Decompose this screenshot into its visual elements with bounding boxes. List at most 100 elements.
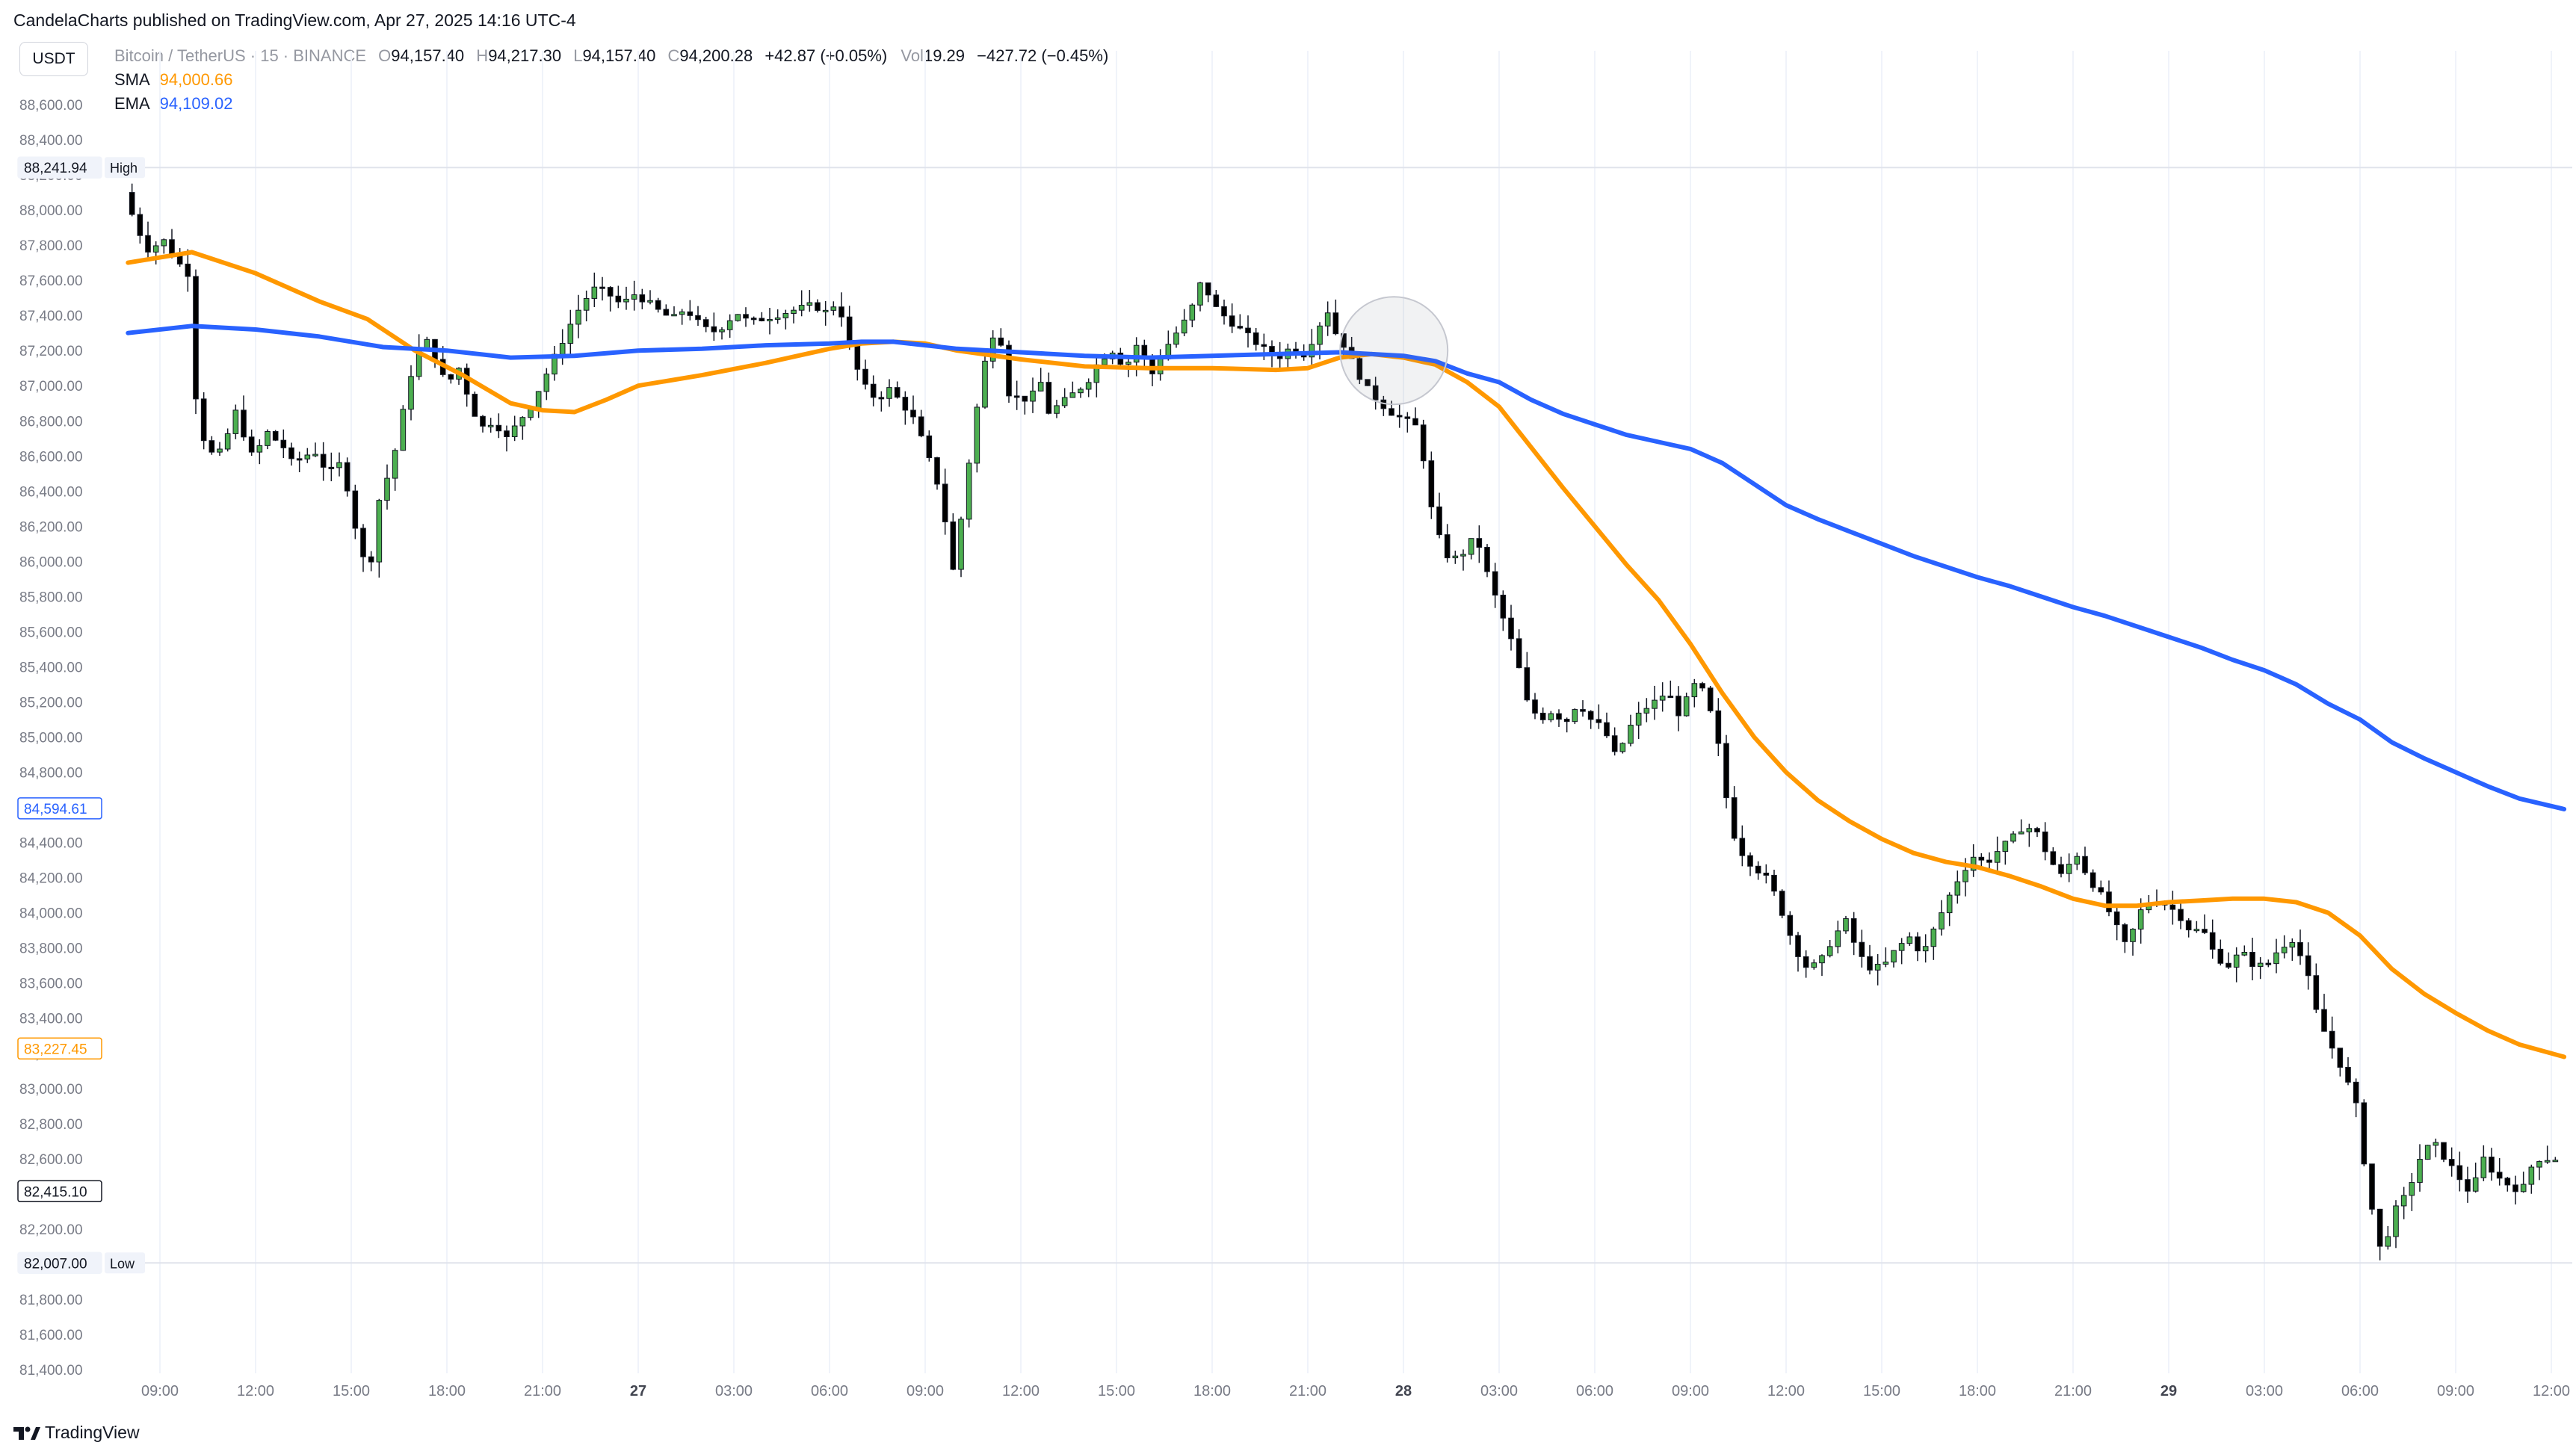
- candle-up: [1835, 930, 1841, 947]
- candle-up: [2137, 909, 2144, 930]
- y-tick-label: 83,800.00: [19, 941, 83, 957]
- legend-c-label: C: [667, 46, 680, 65]
- candle-up: [2018, 831, 2024, 835]
- candle-up: [1572, 709, 1578, 723]
- candle-down: [1516, 638, 1522, 669]
- candle-down: [2098, 887, 2104, 893]
- candle-up: [575, 309, 581, 325]
- candle-down: [1978, 856, 1985, 861]
- y-tick-label: 86,000.00: [19, 554, 83, 570]
- y-tick-label: 82,600.00: [19, 1152, 83, 1168]
- candle-down: [1237, 326, 1244, 329]
- x-tick-label: 09:00: [1672, 1383, 1709, 1399]
- candle-down: [2376, 1208, 2383, 1247]
- x-tick-label: 15:00: [333, 1383, 370, 1399]
- candle-down: [2113, 911, 2120, 926]
- candle-up: [1197, 282, 1203, 306]
- candle-down: [607, 287, 614, 297]
- candle-down: [472, 394, 478, 417]
- candle-down: [1532, 699, 1538, 714]
- candle-up: [726, 320, 733, 330]
- y-tick-label: 81,600.00: [19, 1328, 83, 1343]
- x-tick-label: 09:00: [141, 1383, 179, 1399]
- candle-down: [320, 454, 327, 468]
- candle-down: [1006, 344, 1012, 397]
- candle-down: [1795, 935, 1801, 957]
- candle-down: [296, 458, 303, 461]
- candle-down: [2209, 932, 2216, 950]
- candle-up: [1309, 344, 1315, 358]
- candle-down: [463, 368, 470, 395]
- candle-down: [504, 430, 510, 438]
- y-tick-label: 85,800.00: [19, 590, 83, 605]
- candle-down: [1556, 713, 1562, 720]
- y-tick-label: 82,200.00: [19, 1222, 83, 1238]
- candle-up: [1954, 881, 1961, 896]
- candle-up: [966, 463, 972, 520]
- candle-down: [1396, 415, 1403, 418]
- candle-down: [193, 276, 199, 400]
- y-tick-label: 81,800.00: [19, 1293, 83, 1308]
- sma-label: SMA: [114, 70, 149, 89]
- x-tick-label: 21:00: [1289, 1383, 1326, 1399]
- candle-down: [1045, 382, 1052, 414]
- candle-up: [1460, 554, 1466, 557]
- candle-up: [1946, 894, 1953, 914]
- x-tick-label: 03:00: [1480, 1383, 1518, 1399]
- candle-up: [1882, 962, 1889, 965]
- candle-up: [312, 454, 318, 457]
- x-tick-label: 09:00: [906, 1383, 944, 1399]
- candle-down: [1022, 395, 1028, 402]
- candle-up: [1468, 538, 1474, 555]
- x-tick-label: 09:00: [2437, 1383, 2474, 1399]
- symbol-button[interactable]: USDT: [19, 42, 88, 76]
- candle-up: [791, 309, 797, 315]
- candle-down: [1508, 617, 1514, 640]
- candle-up: [1030, 390, 1036, 402]
- y-tick-label: 86,400.00: [19, 484, 83, 500]
- sma-line: [126, 250, 2567, 1059]
- x-tick-label: 18:00: [1959, 1383, 1996, 1399]
- candle-down: [248, 436, 255, 453]
- tradingview-logo[interactable]: TradingView: [13, 1423, 140, 1443]
- sma-value: 94,000.66: [159, 70, 233, 89]
- candle-down: [1850, 918, 1857, 943]
- candle-down: [368, 556, 374, 563]
- candle-up: [719, 329, 725, 332]
- ema-value: 94,109.02: [159, 94, 233, 113]
- x-tick-label: 06:00: [2341, 1383, 2379, 1399]
- candle-down: [1587, 711, 1594, 720]
- candle-down: [1675, 696, 1681, 717]
- y-tick-label: 87,000.00: [19, 379, 83, 395]
- x-tick-label: 03:00: [2246, 1383, 2283, 1399]
- x-tick-label: 27: [630, 1383, 646, 1399]
- candle-down: [2265, 962, 2272, 965]
- candle-up: [1635, 712, 1642, 726]
- candle-up: [1891, 950, 1897, 963]
- candle-up: [822, 309, 829, 312]
- candle-up: [1691, 683, 1698, 698]
- candle-down: [1404, 416, 1411, 419]
- candle-up: [1324, 312, 1331, 327]
- y-tick-label: 85,200.00: [19, 695, 83, 711]
- candle-up: [2433, 1142, 2439, 1146]
- candle-down: [1771, 874, 1777, 892]
- candle-up: [886, 387, 892, 399]
- candle-up: [798, 305, 805, 311]
- tradingview-brand: TradingView: [45, 1423, 140, 1442]
- candle-up: [567, 324, 574, 344]
- candle-down: [2297, 941, 2303, 956]
- candle-down: [2465, 1179, 2471, 1192]
- candle-up: [982, 360, 988, 408]
- candle-down: [902, 397, 909, 411]
- price-tag-high: High: [110, 161, 138, 176]
- candle-up: [591, 286, 598, 299]
- y-tick-label: 83,000.00: [19, 1082, 83, 1098]
- candle-down: [2122, 924, 2128, 942]
- candle-up: [2257, 962, 2264, 968]
- candle-down: [950, 521, 957, 570]
- candle-down: [1867, 956, 1873, 971]
- candle-down: [2185, 920, 2192, 931]
- candle-down: [1715, 710, 1722, 744]
